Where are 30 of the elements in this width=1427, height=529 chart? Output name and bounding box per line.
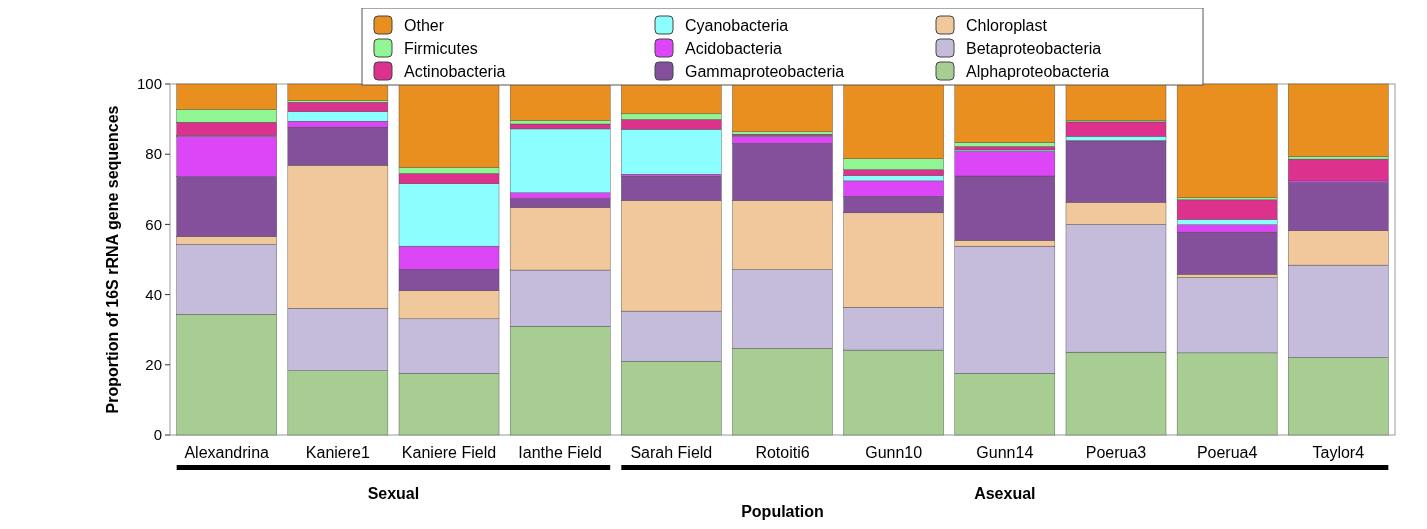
legend-label: Acidobacteria xyxy=(685,39,783,57)
y-tick-label: 100 xyxy=(136,75,162,93)
legend-label: Firmicutes xyxy=(404,39,478,57)
legend-label: Other xyxy=(404,16,445,34)
x-tick-label: Alexandrina xyxy=(184,444,270,461)
text: Sexual xyxy=(367,485,420,502)
y-tick-label: 40 xyxy=(145,285,162,303)
x-tick-label: Rotoiti6 xyxy=(755,444,810,461)
x-tick-label: Poerua3 xyxy=(1085,444,1147,461)
x-tick-label: Taylor4 xyxy=(1312,444,1365,461)
y-tick-label: 20 xyxy=(145,356,162,374)
x-tick-label: Sarah Field xyxy=(630,444,713,461)
text: Asexual xyxy=(974,485,1036,502)
y-axis-title: Proportion of 16S rRNA gene sequences xyxy=(104,105,121,414)
y-tick-label: 60 xyxy=(145,215,162,233)
x-tick-label: Gunn14 xyxy=(976,444,1034,461)
y-tick-label: 80 xyxy=(145,145,162,163)
x-tick-label: Poerua4 xyxy=(1196,444,1258,461)
x-tick-label: Ianthe Field xyxy=(518,444,602,461)
legend-label: Betaproteobacteria xyxy=(966,39,1102,57)
y-tick-label: 0 xyxy=(153,426,162,444)
legend-label: Alphaproteobacteria xyxy=(966,62,1110,80)
x-axis-title: Population xyxy=(741,503,824,520)
legend-label: Cyanobacteria xyxy=(685,16,789,34)
x-tick-label: Kaniere1 xyxy=(305,444,370,461)
legend-label: Actinobacteria xyxy=(404,62,506,80)
legend-label: Gammaproteobacteria xyxy=(685,62,845,80)
legend-label: Chloroplast xyxy=(966,16,1048,34)
x-tick-label: Kaniere Field xyxy=(401,444,497,461)
x-tick-label: Gunn10 xyxy=(865,444,923,461)
